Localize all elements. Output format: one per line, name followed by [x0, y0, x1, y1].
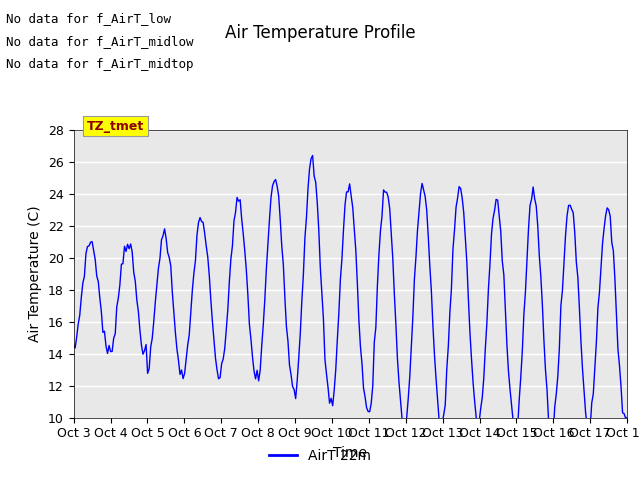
Y-axis label: Air Temperature (C): Air Temperature (C): [28, 205, 42, 342]
Text: Air Temperature Profile: Air Temperature Profile: [225, 24, 415, 42]
Text: TZ_tmet: TZ_tmet: [86, 120, 144, 132]
Text: No data for f_AirT_midlow: No data for f_AirT_midlow: [6, 35, 194, 48]
Legend: AirT 22m: AirT 22m: [264, 443, 376, 468]
Text: No data for f_AirT_midtop: No data for f_AirT_midtop: [6, 58, 194, 71]
Text: No data for f_AirT_low: No data for f_AirT_low: [6, 12, 172, 25]
X-axis label: Time: Time: [333, 446, 367, 460]
